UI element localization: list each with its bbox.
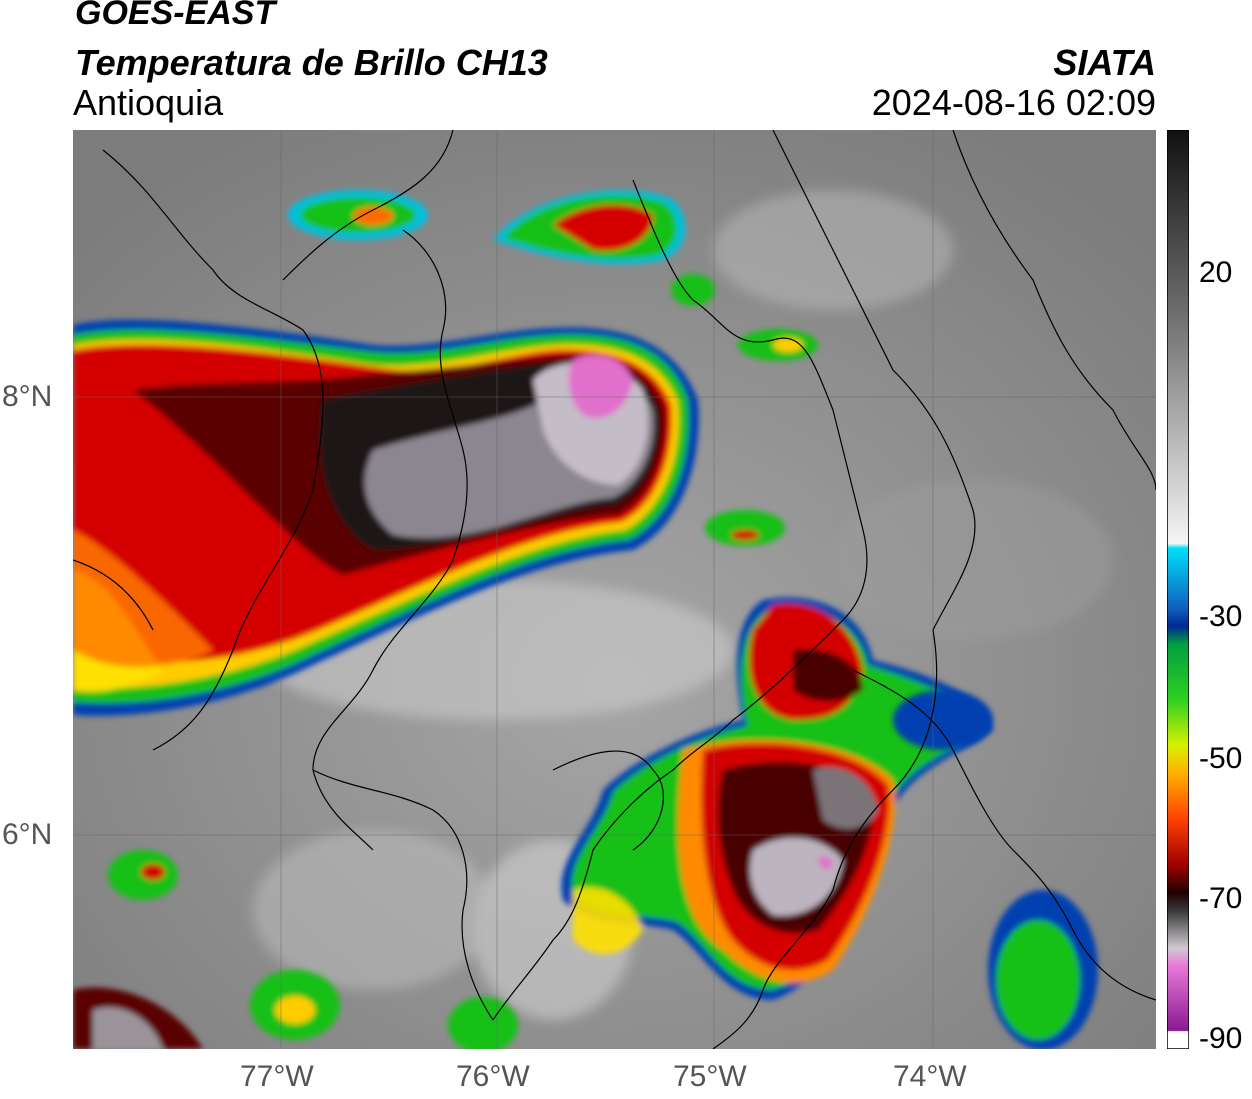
lat-tick-label: 8°N	[2, 380, 53, 413]
map-source-title: GOES-EAST	[75, 0, 276, 32]
colorbar-tick-label: -90	[1199, 1022, 1243, 1055]
political-boundaries	[73, 130, 1156, 1049]
storm-system-north	[73, 319, 699, 716]
colorbar-tick-label: 20	[1199, 256, 1233, 289]
storm-system-southeast	[561, 597, 993, 1000]
isolated-storm-cells	[73, 190, 1098, 1049]
graticule	[73, 130, 1156, 1049]
colorbar	[1167, 130, 1189, 1049]
lon-tick-label: 75°W	[673, 1060, 747, 1093]
light-cloud-patches	[253, 190, 1113, 1020]
map-region-label: Antioquia	[73, 82, 224, 123]
organization-label: SIATA	[1053, 42, 1156, 83]
colorbar-tick-label: -50	[1199, 742, 1243, 775]
lat-tick-label: 6°N	[2, 818, 53, 851]
lon-tick-label: 77°W	[240, 1060, 314, 1093]
satellite-map[interactable]	[73, 130, 1156, 1049]
map-product-title: Temperatura de Brillo CH13	[75, 42, 548, 83]
lon-tick-label: 74°W	[893, 1060, 967, 1093]
lon-tick-label: 76°W	[456, 1060, 530, 1093]
datetime-label: 2024-08-16 02:09	[871, 82, 1156, 123]
colorbar-tick-label: -70	[1199, 882, 1243, 915]
colorbar-tick-label: -30	[1199, 600, 1243, 633]
